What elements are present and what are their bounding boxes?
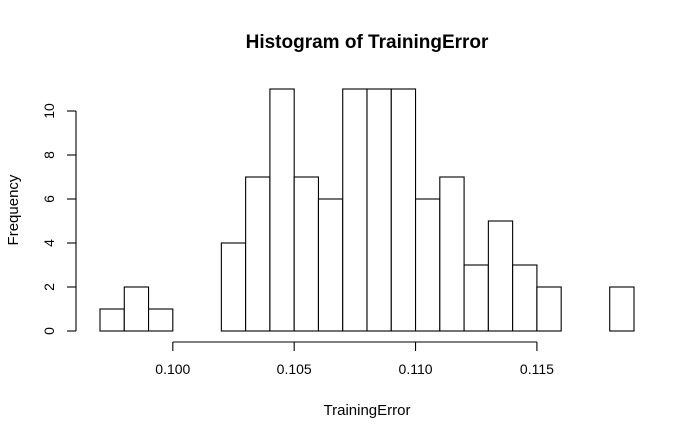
y-tick-label: 2 <box>41 283 57 291</box>
y-tick-label: 0 <box>41 327 57 335</box>
histogram-bar <box>293 176 320 332</box>
histogram-bar <box>536 286 562 332</box>
x-tick-label: 0.105 <box>277 361 312 377</box>
x-tick-label: 0.100 <box>155 361 190 377</box>
histogram-bar <box>269 88 295 332</box>
histogram-bar <box>317 198 344 332</box>
histogram-bar <box>366 88 392 332</box>
histogram-bar <box>439 176 465 332</box>
x-tick-label: 0.110 <box>399 361 433 377</box>
y-tick-label: 8 <box>41 151 57 159</box>
chart-title: Histogram of TrainingError <box>246 32 489 53</box>
histogram-bar <box>342 88 368 332</box>
histogram-bar <box>414 198 441 332</box>
histogram-bar <box>390 88 417 332</box>
histogram-bar <box>487 220 514 332</box>
x-tick-label: 0.115 <box>520 361 554 377</box>
histogram-bar <box>123 286 150 332</box>
histogram-bar <box>245 176 271 332</box>
y-axis-label: Frequency <box>5 174 22 245</box>
histogram-bar <box>99 308 125 332</box>
y-axis: 0 2 4 6 8 10 <box>41 103 77 335</box>
y-tick-label: 6 <box>41 195 57 203</box>
y-tick-label: 10 <box>41 103 57 119</box>
x-axis-label: TrainingError <box>324 402 411 419</box>
x-axis: 0.100 0.105 0.110 0.115 <box>155 341 554 377</box>
histogram-bar <box>463 264 489 332</box>
histogram-bars <box>99 88 635 332</box>
y-tick-label: 4 <box>41 239 57 247</box>
histogram-bar <box>512 264 538 332</box>
histogram-bar <box>609 286 635 332</box>
histogram-bar <box>220 242 247 332</box>
histogram-bar <box>147 308 174 332</box>
